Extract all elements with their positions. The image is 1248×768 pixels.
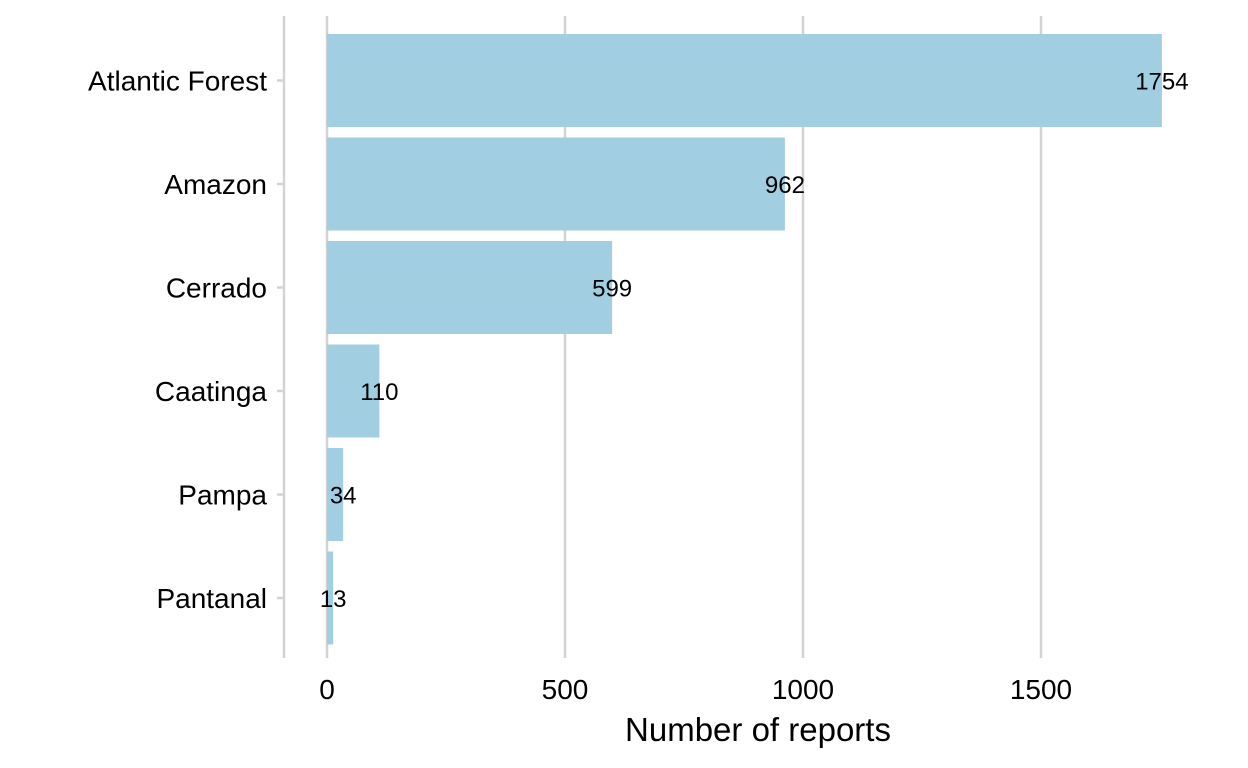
category-label-atlantic-forest: Atlantic Forest xyxy=(88,66,267,97)
bar-pantanal xyxy=(327,551,334,645)
data-label-pantanal: 13 xyxy=(320,586,347,613)
category-label-pampa: Pampa xyxy=(178,480,267,511)
x-tick-label-0: 0 xyxy=(319,674,335,705)
x-tick-label-1000: 1000 xyxy=(772,674,834,705)
bar-cerrado xyxy=(327,241,613,334)
y-axis-ticks xyxy=(277,79,284,600)
data-label-atlantic-forest: 1754 xyxy=(1135,69,1188,96)
bar-amazon xyxy=(327,137,785,231)
data-label-pampa: 34 xyxy=(330,483,357,510)
data-label-caatinga: 110 xyxy=(360,379,398,406)
data-label-amazon: 962 xyxy=(765,172,805,199)
x-tick-labels: 0 500 1000 1500 xyxy=(319,674,1072,705)
bar-pampa xyxy=(327,448,344,541)
bar-atlantic-forest xyxy=(327,34,1162,127)
x-tick-label-500: 500 xyxy=(542,674,589,705)
bars xyxy=(327,34,1162,645)
category-labels: Atlantic Forest Amazon Cerrado Caatinga Pamp… xyxy=(88,66,267,615)
category-label-caatinga: Caatinga xyxy=(155,376,268,407)
category-label-amazon: Amazon xyxy=(164,169,267,200)
bar-caatinga xyxy=(327,344,380,438)
x-axis-title: Number of reports xyxy=(625,711,891,748)
category-label-pantanal: Pantanal xyxy=(156,583,267,614)
x-tick-label-1500: 1500 xyxy=(1010,674,1072,705)
data-label-cerrado: 599 xyxy=(592,276,632,303)
category-label-cerrado: Cerrado xyxy=(166,273,267,304)
data-labels: 1754 962 599 110 34 13 xyxy=(320,69,1189,614)
